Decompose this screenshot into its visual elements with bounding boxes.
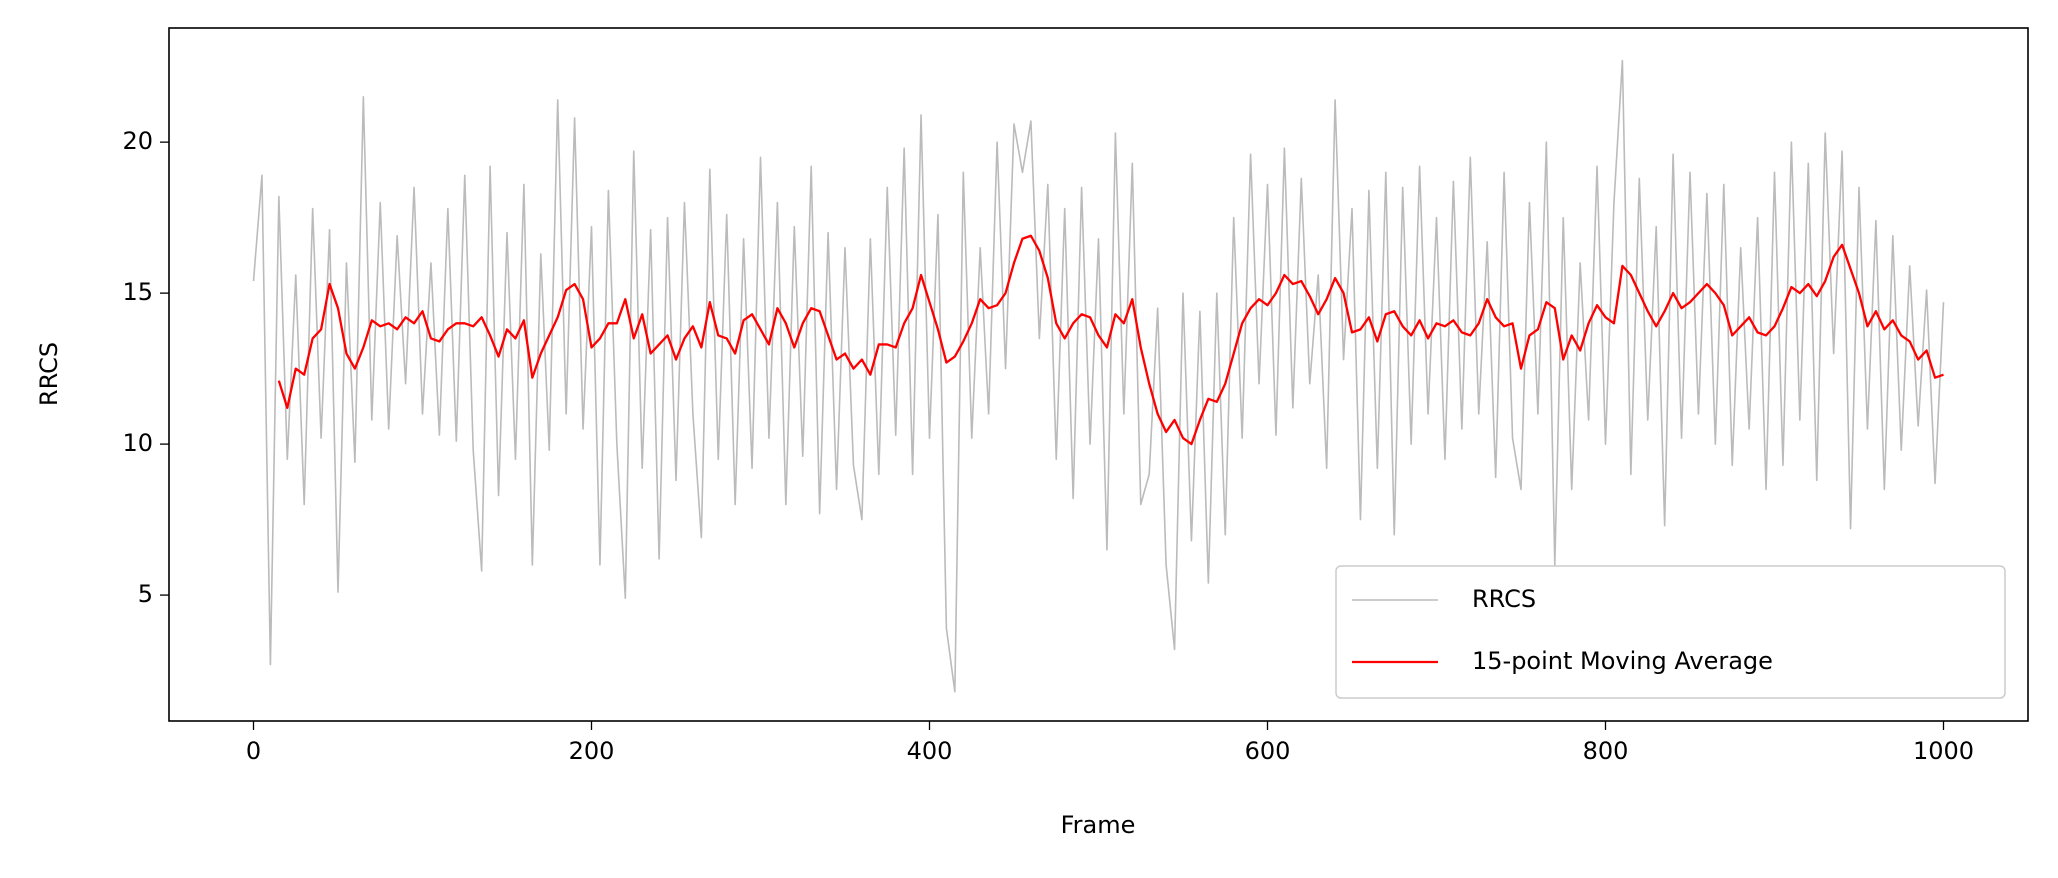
y-tick-label: 20 (122, 127, 153, 155)
legend-box (1335, 565, 2006, 699)
x-tick-label: 800 (1583, 737, 1629, 765)
y-tick-label: 10 (122, 429, 153, 457)
x-axis-label: Frame (1061, 811, 1136, 839)
x-tick-label: 200 (569, 737, 615, 765)
x-tick-label: 0 (246, 737, 261, 765)
series-line (252, 59, 1945, 693)
x-tick-label: 600 (1245, 737, 1291, 765)
legend-label: RRCS (1472, 585, 1536, 613)
y-tick-label: 5 (138, 580, 153, 608)
y-tick-label: 15 (122, 278, 153, 306)
legend-label: 15-point Moving Average (1472, 647, 1773, 675)
x-tick-label: 1000 (1913, 737, 1974, 765)
y-axis-label: RRCS (35, 342, 63, 406)
plot-frame (168, 27, 2029, 722)
x-tick-label: 400 (907, 737, 953, 765)
series-line (277, 234, 1944, 446)
